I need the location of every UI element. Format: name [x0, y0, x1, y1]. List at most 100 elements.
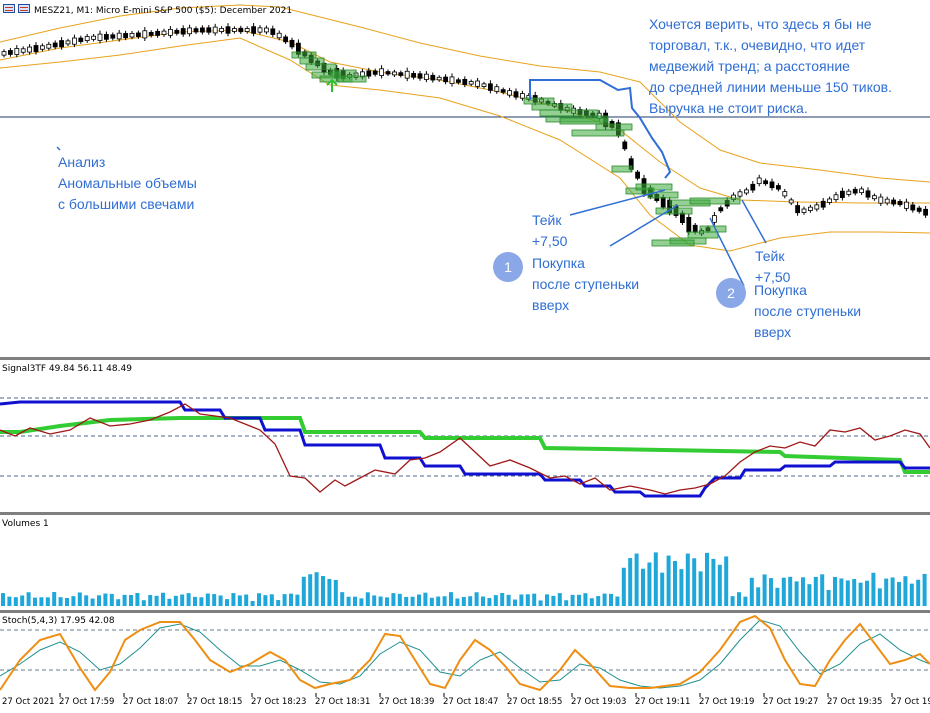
- volume-bar: [545, 594, 549, 606]
- anomalous-volume-box: [689, 197, 741, 205]
- bull-candle: [756, 177, 762, 185]
- volume-bar: [359, 598, 364, 606]
- anomalous-volume-box: [539, 109, 599, 117]
- volume-bar: [423, 592, 428, 606]
- bull-candle: [219, 28, 225, 32]
- bull-candle: [231, 28, 237, 32]
- volume-bar: [628, 558, 633, 606]
- volume-bar: [442, 596, 447, 606]
- volume-bar: [730, 596, 735, 606]
- bear-candle: [225, 26, 231, 34]
- volume-bar: [596, 596, 601, 606]
- volume-bar: [218, 595, 223, 606]
- volume-bar: [493, 595, 498, 606]
- volume-bar: [13, 597, 18, 606]
- chart-window-icon[interactable]: [3, 4, 15, 13]
- volume-bar: [301, 576, 306, 606]
- volume-bar: [775, 587, 780, 606]
- volume-bar: [199, 597, 204, 606]
- bear-candle: [718, 207, 724, 212]
- volume-bar: [321, 576, 325, 606]
- time-axis-label: 27 Oct 18:15: [187, 697, 243, 707]
- entry-label-2: Покупка после ступеньки вверх: [754, 280, 861, 343]
- time-axis-label: 27 Oct 18:23: [251, 697, 307, 707]
- volume-bar: [673, 560, 677, 606]
- bear-candle: [910, 204, 916, 211]
- time-axis-label: 27 Oct 19:19: [699, 697, 755, 707]
- time-axis-label: 27 Oct 19:27: [763, 697, 819, 707]
- volume-bar: [743, 596, 748, 606]
- bull-candle: [712, 215, 717, 223]
- take-label-2: Тейк +7,50: [755, 246, 790, 288]
- volume-bar: [858, 582, 863, 606]
- volume-bar: [609, 593, 613, 606]
- bull-candle: [827, 198, 832, 203]
- volume-bar: [468, 596, 473, 606]
- chart-properties-icon[interactable]: [18, 4, 30, 13]
- bear-candle: [852, 188, 858, 194]
- volume-bar: [525, 594, 530, 606]
- volume-bar: [455, 598, 460, 606]
- bear-candle: [500, 89, 506, 93]
- bear-candle: [372, 70, 378, 75]
- bear-candle: [52, 42, 58, 48]
- bear-candle: [897, 200, 903, 206]
- bull-candle: [276, 32, 282, 39]
- bear-candle: [206, 27, 212, 33]
- volume-bar: [397, 593, 402, 606]
- time-axis-label: 27 Oct 19:35: [827, 697, 883, 707]
- bear-candle: [455, 79, 461, 83]
- entry-line: Покупка: [532, 255, 585, 271]
- bull-candle: [187, 27, 193, 35]
- bear-candle: [180, 28, 186, 35]
- volume-bar: [26, 592, 31, 606]
- bear-candle: [251, 26, 257, 34]
- volume-bar: [634, 553, 639, 606]
- anomalous-volume-box: [687, 231, 719, 239]
- pane-separator[interactable]: [0, 357, 930, 360]
- volume-bar: [871, 572, 876, 606]
- volume-bar: [647, 562, 652, 606]
- bear-candle: [78, 37, 84, 43]
- volume-bar: [660, 572, 665, 606]
- signal-red-line: [0, 403, 930, 495]
- volume-bar: [481, 596, 485, 606]
- pane-separator[interactable]: [0, 512, 930, 515]
- anomalous-volume-box: [329, 69, 357, 77]
- buy-arrow-icon: [326, 78, 338, 92]
- bull-candle: [801, 208, 807, 213]
- entry-line: Покупка: [754, 282, 807, 298]
- volume-bar: [7, 596, 12, 606]
- volume-bar: [212, 594, 217, 606]
- volume-bar: [602, 593, 607, 606]
- volume-bar: [813, 576, 818, 606]
- pane-separator[interactable]: [0, 610, 930, 613]
- bull-candle: [494, 86, 500, 92]
- volume-bar: [52, 592, 57, 606]
- volume-bar: [461, 596, 466, 606]
- pointer-line: [609, 204, 679, 247]
- time-axis-label: 27 Oct 18:55: [507, 697, 563, 707]
- bear-candle: [769, 181, 775, 189]
- volume-bar: [205, 593, 210, 606]
- entry-line: после ступеньки: [532, 276, 640, 292]
- bull-candle: [507, 90, 513, 96]
- bear-candle: [795, 205, 800, 214]
- note-left-line: Аномальные объемы: [58, 175, 197, 191]
- volume-bar: [807, 584, 812, 606]
- anomalous-volume-box: [571, 129, 625, 137]
- bear-candle: [622, 141, 628, 150]
- volume-bar: [679, 569, 684, 606]
- volume-bar: [180, 594, 185, 606]
- volume-bar: [148, 595, 153, 606]
- bear-candle: [680, 212, 685, 223]
- bear-candle: [199, 27, 205, 33]
- volume-bar: [225, 599, 229, 606]
- volume-bar: [551, 595, 556, 606]
- bear-candle: [398, 72, 404, 76]
- volume-bar: [122, 594, 127, 606]
- volume-bar: [308, 574, 313, 606]
- volume-bar: [154, 595, 159, 606]
